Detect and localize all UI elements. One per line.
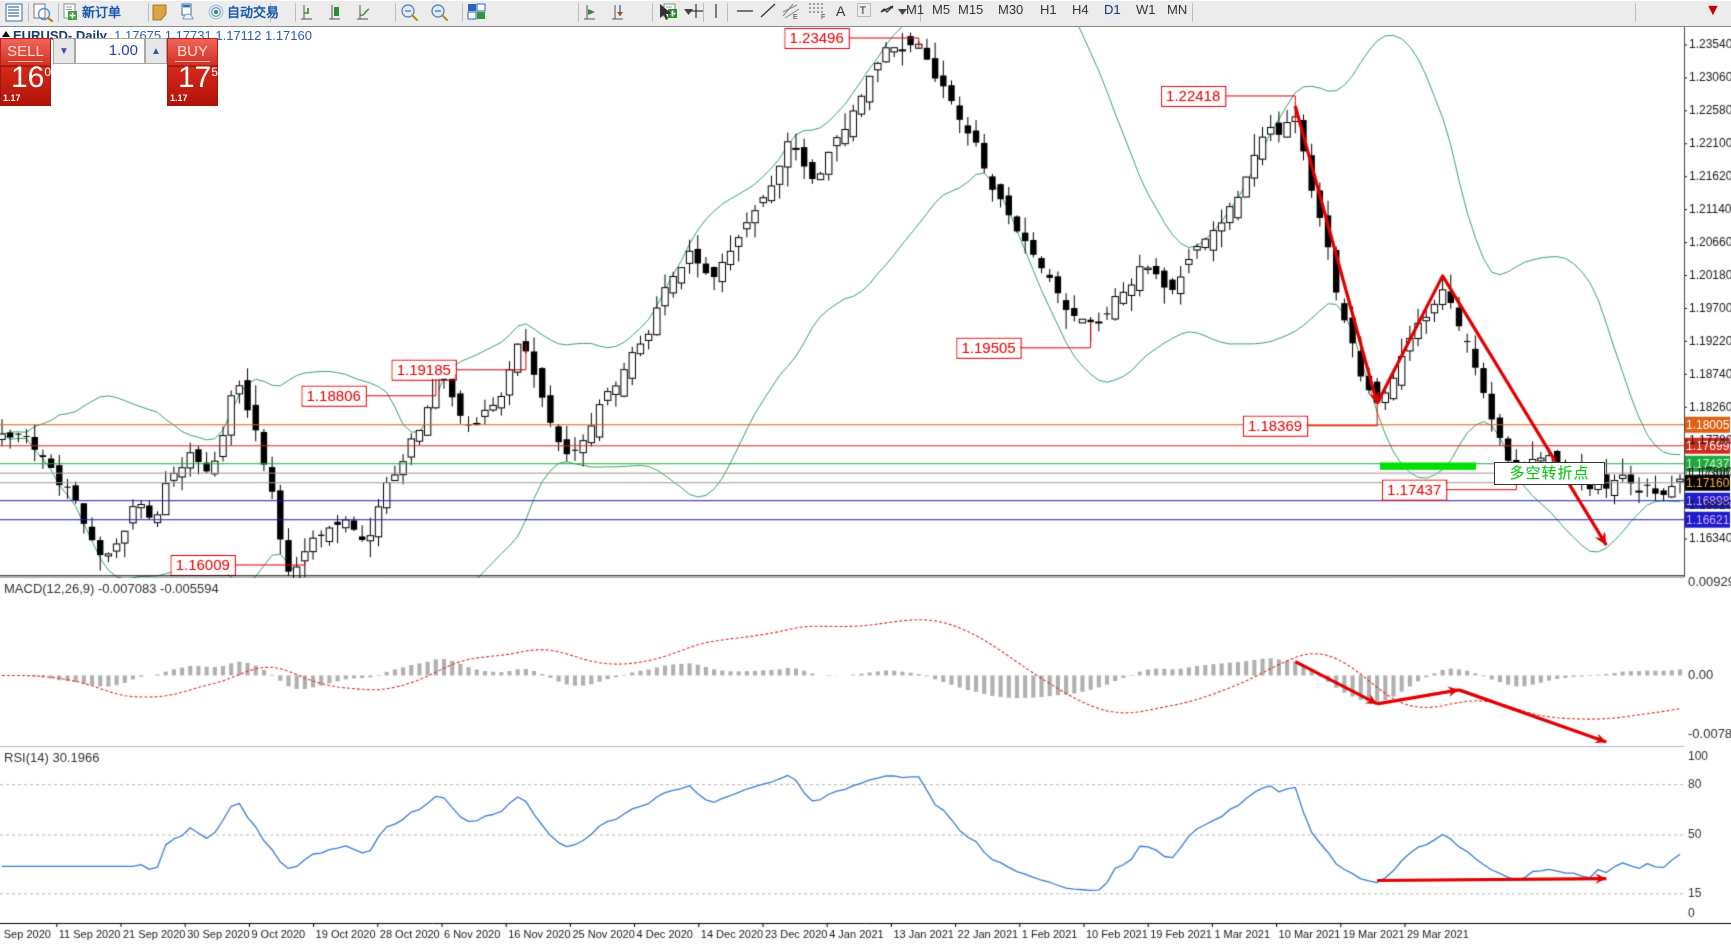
svg-text:E: E	[793, 14, 798, 21]
svg-text:T: T	[860, 5, 867, 17]
svg-text:A: A	[836, 3, 846, 19]
svg-text:F: F	[821, 14, 825, 19]
